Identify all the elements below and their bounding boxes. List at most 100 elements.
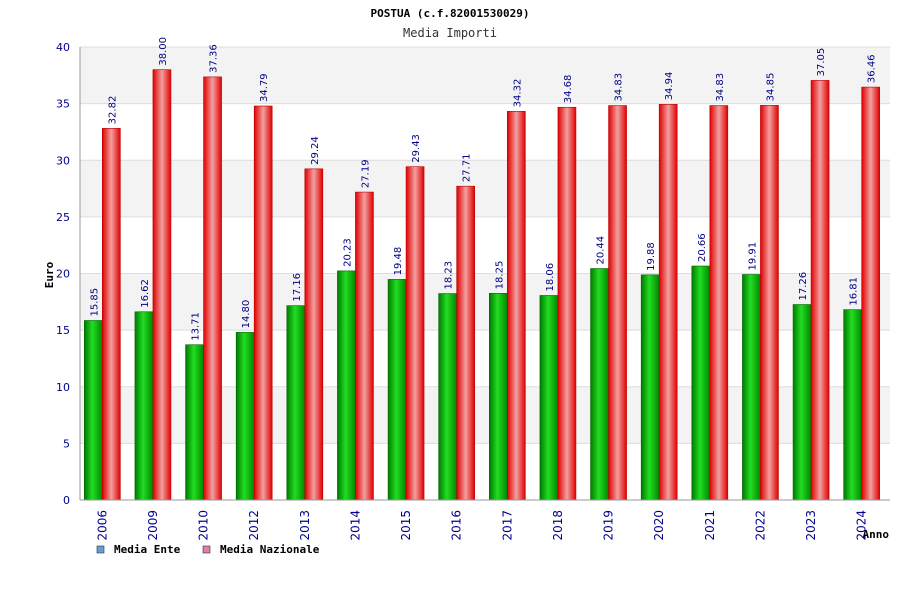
value-label: 27.71 [462, 154, 473, 183]
legend-label-media-ente: Media Ente [114, 543, 181, 556]
x-tick-label: 2017 [500, 510, 514, 541]
bar-media-ente [438, 293, 457, 501]
value-label: 19.88 [646, 242, 657, 271]
x-tick-label: 2016 [450, 510, 464, 541]
value-label: 34.32 [512, 79, 523, 108]
bar-media-ente [691, 265, 711, 501]
bar-media-nazionale [507, 111, 526, 501]
value-label: 29.24 [310, 136, 321, 165]
x-tick-label: 2022 [753, 510, 767, 541]
bar-media-nazionale [456, 185, 475, 501]
x-tick-label: 2015 [399, 510, 413, 541]
x-tick-label: 2014 [348, 510, 362, 541]
x-tick-label: 2024 [855, 510, 869, 541]
x-tick-label: 2013 [298, 510, 312, 541]
bar-media-nazionale [658, 104, 678, 501]
value-label: 14.80 [241, 300, 252, 329]
y-axis-label: Euro [43, 261, 56, 288]
value-label: 34.79 [259, 73, 270, 102]
y-axis-ticks: 0 5 10 15 20 25 30 35 40 [56, 41, 70, 507]
value-label: 19.48 [393, 247, 404, 276]
legend-label-media-nazionale: Media Nazionale [220, 543, 320, 556]
bar-media-ente [337, 270, 356, 501]
y-tick-label: 5 [63, 437, 70, 450]
bar-media-nazionale [304, 168, 324, 501]
value-label: 20.23 [342, 238, 353, 267]
bar-media-nazionale [253, 105, 273, 501]
value-label: 16.81 [849, 277, 860, 306]
bar-media-ente [84, 320, 103, 501]
value-label: 19.91 [747, 242, 758, 271]
value-label: 18.25 [494, 261, 505, 290]
value-label: 34.68 [563, 75, 574, 104]
value-label: 27.19 [360, 159, 371, 188]
bar-media-ente [134, 311, 154, 501]
legend: Media Ente Media Nazionale [96, 543, 320, 556]
bars [84, 69, 880, 501]
bar-media-ente [792, 304, 812, 501]
bar-media-nazionale [760, 105, 779, 501]
bar-media-ente [640, 274, 660, 501]
bar-media-nazionale [861, 86, 880, 501]
bar-media-nazionale [355, 191, 374, 501]
y-tick-label: 20 [56, 268, 70, 281]
value-label: 38.00 [158, 37, 169, 66]
bar-media-nazionale [810, 80, 830, 501]
bar-media-ente [590, 268, 609, 501]
bar-media-nazionale [557, 106, 577, 501]
value-labels: 15.85 32.82 16.62 38.00 13.71 37.36 14.80 34.79… [89, 37, 877, 341]
bar-media-ente [185, 344, 204, 501]
bar-media-ente [843, 309, 862, 501]
value-label: 36.46 [867, 54, 878, 83]
y-tick-label: 40 [56, 41, 70, 54]
value-label: 37.05 [816, 48, 827, 77]
bar-media-ente [286, 305, 306, 501]
value-label: 17.26 [798, 272, 809, 301]
y-tick-label: 0 [63, 494, 70, 507]
x-tick-label: 2009 [146, 510, 160, 541]
value-label: 13.71 [191, 312, 202, 341]
bar-media-ente [539, 295, 559, 501]
value-label: 34.83 [715, 73, 726, 102]
legend-swatch-media-ente [96, 545, 105, 554]
bar-media-nazionale [405, 166, 425, 501]
x-tick-label: 2010 [197, 510, 211, 541]
value-label: 34.85 [765, 73, 776, 102]
y-tick-label: 25 [56, 211, 70, 224]
value-label: 18.23 [444, 261, 455, 290]
bar-media-nazionale [709, 105, 729, 501]
value-label: 37.36 [209, 44, 220, 73]
y-tick-label: 35 [56, 98, 70, 111]
value-label: 32.82 [107, 96, 118, 125]
bar-media-ente [235, 332, 255, 501]
value-label: 29.43 [411, 134, 422, 163]
bar-media-nazionale [608, 105, 627, 501]
bar-media-nazionale [203, 76, 222, 501]
x-tick-label: 2020 [652, 510, 666, 541]
bar-media-ente [489, 293, 508, 501]
x-tick-label: 2023 [804, 510, 818, 541]
value-label: 34.83 [614, 73, 625, 102]
bar-media-ente [387, 279, 407, 501]
bar-media-nazionale [152, 69, 172, 501]
value-label: 16.62 [140, 279, 151, 308]
x-tick-label: 2006 [95, 510, 109, 541]
x-axis-label: Anno [863, 528, 890, 541]
x-tick-label: 2021 [703, 510, 717, 541]
legend-swatch-media-nazionale [202, 545, 211, 554]
bar-media-ente [742, 274, 761, 501]
chart-subtitle: Media Importi [403, 26, 497, 40]
y-tick-label: 15 [56, 324, 70, 337]
bar-media-nazionale [102, 128, 121, 501]
y-tick-label: 10 [56, 381, 70, 394]
value-label: 17.16 [292, 273, 303, 302]
y-tick-label: 30 [56, 154, 70, 167]
value-label: 34.94 [664, 72, 675, 101]
chart-title: POSTUA (c.f.82001530029) [371, 7, 530, 20]
value-label: 18.06 [545, 263, 556, 292]
value-label: 20.66 [697, 233, 708, 262]
x-tick-label: 2012 [247, 510, 261, 541]
x-tick-label: 2018 [551, 510, 565, 541]
value-label: 15.85 [89, 288, 100, 317]
